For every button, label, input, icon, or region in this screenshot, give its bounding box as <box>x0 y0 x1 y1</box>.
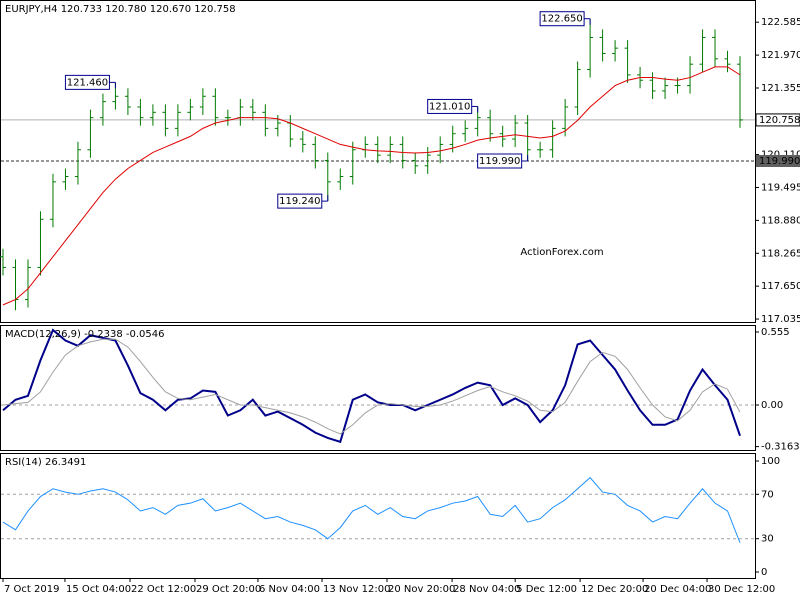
x-tick-label: 7 Oct 2019 <box>4 584 59 595</box>
y-tick-label: 0.555 <box>761 327 790 338</box>
indicator-line <box>2 328 741 444</box>
y-tick-label: 121.355 <box>761 83 800 94</box>
y-tick-label: -0.3163 <box>761 442 800 453</box>
panel-title: EURJPY,H4 120.733 120.780 120.670 120.75… <box>5 4 236 15</box>
annotation-label: 122.650 <box>541 14 582 25</box>
x-tick-label: 15 Oct 04:00 <box>66 584 131 595</box>
x-tick-label: 20 Dec 04:00 <box>644 584 711 595</box>
annotation-label: 121.010 <box>429 101 470 112</box>
x-tick-label: 5 Dec 12:00 <box>516 584 577 595</box>
last-price-box <box>755 113 800 127</box>
y-tick-label: 118.880 <box>761 215 800 226</box>
x-tick-label: 22 Oct 12:00 <box>131 584 196 595</box>
annotation-box <box>64 74 110 90</box>
y-tick-label: 117.035 <box>761 314 800 325</box>
annotation-box <box>477 153 523 169</box>
price-label: 119.990 <box>759 156 800 167</box>
annotation-box <box>539 11 585 27</box>
x-tick-label: 13 Nov 12:00 <box>323 584 390 595</box>
x-tick-label: 20 Nov 20:00 <box>388 584 455 595</box>
y-tick-label: 118.265 <box>761 248 800 259</box>
indicator-line <box>2 476 741 543</box>
x-tick-label: 29 Oct 20:00 <box>196 584 261 595</box>
y-tick-label: 0.00 <box>761 400 783 411</box>
x-tick-label: 6 Nov 04:00 <box>259 584 320 595</box>
panel-title: RSI(14) 26.3491 <box>5 457 86 468</box>
annotation-box <box>427 98 473 114</box>
watermark: ActionForex.com <box>520 247 603 258</box>
annotation-label: 119.240 <box>279 196 320 207</box>
y-tick-label: 117.650 <box>761 281 800 292</box>
indicator-line <box>2 338 741 435</box>
last-price-label: 120.758 <box>759 115 800 126</box>
price-label-box <box>756 155 800 167</box>
y-tick-label: 30 <box>761 534 774 545</box>
y-tick-label: 122.585 <box>761 17 800 28</box>
y-tick-label: 0 <box>761 567 767 578</box>
y-tick-label: 70 <box>761 489 774 500</box>
x-tick-label: 12 Dec 20:00 <box>581 584 648 595</box>
annotation-label: 121.460 <box>67 77 108 88</box>
moving-average <box>2 66 741 306</box>
y-tick-label: 100 <box>761 456 780 467</box>
panel-title: MACD(12,26,9) -0.2338 -0.0546 <box>5 329 165 340</box>
annotation-box <box>277 193 323 209</box>
annotation-label: 119.990 <box>479 156 520 167</box>
x-tick-label: 30 Dec 12:00 <box>708 584 775 595</box>
y-tick-label: 121.970 <box>761 50 800 61</box>
y-tick-label: 119.495 <box>761 182 800 193</box>
x-tick-label: 28 Nov 04:00 <box>453 584 520 595</box>
